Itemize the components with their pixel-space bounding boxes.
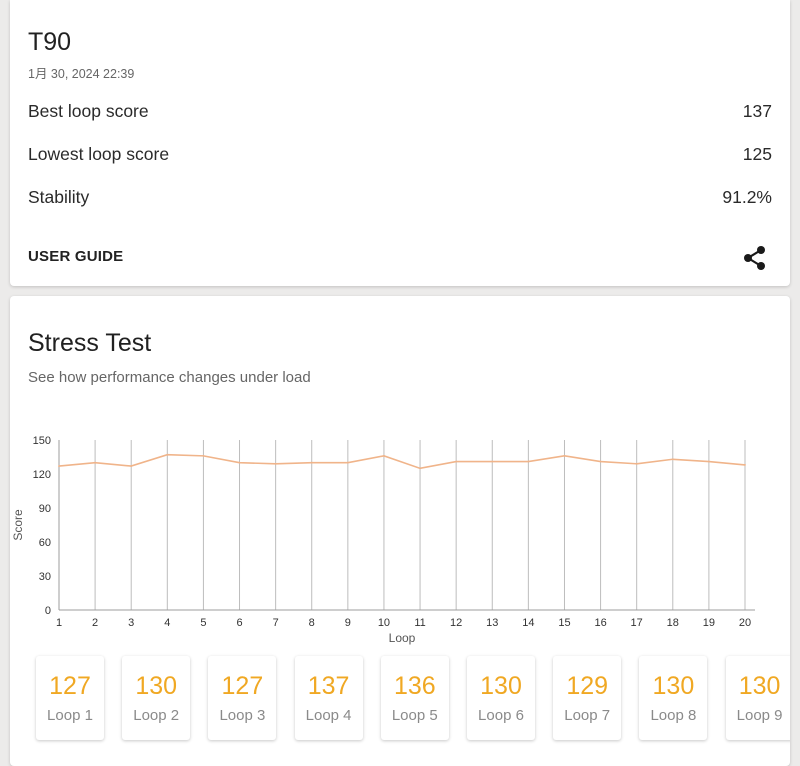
data-point-loop-20 <box>744 464 746 466</box>
loop-score: 127 <box>49 672 91 700</box>
stability-label: Stability <box>28 186 90 207</box>
x-tick-label-20: 20 <box>739 617 751 629</box>
x-tick-label-12: 12 <box>450 617 462 629</box>
stress-test-title: Stress Test <box>28 329 152 357</box>
loop-score: 130 <box>480 672 522 700</box>
data-point-loop-6 <box>238 461 241 464</box>
y-tick-label-90: 90 <box>39 503 51 515</box>
loop-label: Loop 2 <box>133 707 180 724</box>
x-tick-label-1: 1 <box>56 617 62 629</box>
y-tick-label-60: 60 <box>39 537 51 549</box>
x-axis-title: Loop <box>389 631 416 645</box>
loop-card-3[interactable]: 127 Loop 3 <box>208 656 277 740</box>
x-tick-label-18: 18 <box>667 617 679 629</box>
loop-label: Loop 6 <box>478 707 524 724</box>
best-loop-score-row: Best loop score 137 <box>28 99 772 123</box>
data-point-loop-13 <box>491 460 494 463</box>
x-tick-label-5: 5 <box>200 617 206 629</box>
x-tick-label-7: 7 <box>273 617 279 629</box>
loop-label: Loop 9 <box>736 707 783 724</box>
loop-label: Loop 5 <box>391 707 438 724</box>
best-loop-score-value: 137 <box>742 100 772 121</box>
loop-card-8[interactable]: 130 Loop 8 <box>639 656 708 740</box>
data-point-loop-3 <box>130 465 133 467</box>
y-axis-title: Score <box>11 509 25 541</box>
data-point-loop-7 <box>274 462 277 465</box>
x-tick-label-10: 10 <box>378 617 390 629</box>
stress-test-card: Stress Test See how performance changes … <box>10 296 790 766</box>
x-tick-label-17: 17 <box>631 617 643 629</box>
x-tick-label-14: 14 <box>522 617 534 629</box>
lowest-loop-score-row: Lowest loop score 125 <box>28 142 772 166</box>
loop-score: 127 <box>221 672 264 700</box>
summary-card: T90 1月 30, 2024 22:39 Best loop score 13… <box>10 0 790 286</box>
x-tick-label-9: 9 <box>345 617 351 629</box>
loop-card-7[interactable]: 129 Loop 7 <box>553 656 622 740</box>
loop-label: Loop 8 <box>650 707 697 724</box>
data-point-loop-4 <box>166 453 169 456</box>
data-point-loop-2 <box>94 461 97 464</box>
y-tick-label-150: 150 <box>33 435 51 447</box>
stability-value: 91.2% <box>722 186 772 207</box>
data-point-loop-18 <box>671 458 674 461</box>
loop-label: Loop 3 <box>219 707 266 724</box>
loop-score: 136 <box>393 672 436 700</box>
loop-card-9[interactable]: 130 Loop 9 <box>725 656 790 740</box>
x-tick-label-15: 15 <box>558 617 570 629</box>
device-name: T90 <box>28 28 72 56</box>
data-point-loop-5 <box>202 454 205 457</box>
user-guide-button[interactable]: USER GUIDE <box>28 248 124 265</box>
x-tick-label-11: 11 <box>414 617 425 629</box>
data-point-loop-15 <box>563 454 566 457</box>
lowest-loop-score-label: Lowest loop score <box>28 143 170 164</box>
loop-card-1[interactable]: 127 Loop 1 <box>36 656 104 740</box>
x-tick-label-13: 13 <box>486 617 498 629</box>
best-loop-score-label: Best loop score <box>28 100 149 121</box>
x-tick-label-8: 8 <box>309 617 315 629</box>
loop-score: 129 <box>566 672 609 700</box>
loop-label: Loop 4 <box>305 707 352 724</box>
data-point-loop-16 <box>599 460 602 463</box>
data-point-loop-9 <box>346 461 349 464</box>
loop-card-6[interactable]: 130 Loop 6 <box>467 656 535 740</box>
share-icon[interactable] <box>742 244 768 272</box>
x-tick-label-2: 2 <box>92 617 98 629</box>
loop-label: Loop 7 <box>564 707 611 724</box>
data-point-loop-1 <box>58 465 60 467</box>
loop-score: 130 <box>135 672 178 700</box>
stability-row: Stability 91.2% <box>28 185 772 209</box>
data-point-loop-19 <box>707 460 710 463</box>
data-point-loop-14 <box>527 460 530 463</box>
stress-test-subtitle: See how performance changes under load <box>28 369 311 386</box>
y-tick-label-120: 120 <box>33 469 51 481</box>
loop-card-5[interactable]: 136 Loop 5 <box>380 656 449 740</box>
loop-label: Loop 1 <box>47 707 93 724</box>
x-tick-label-19: 19 <box>703 617 715 629</box>
data-point-loop-11 <box>419 467 421 470</box>
lowest-loop-score-value: 125 <box>742 143 772 164</box>
loop-card-2[interactable]: 130 Loop 2 <box>122 656 191 740</box>
y-tick-label-30: 30 <box>39 571 51 583</box>
loop-score: 137 <box>307 672 350 700</box>
y-tick-label-0: 0 <box>45 605 51 617</box>
x-tick-label-6: 6 <box>236 617 242 629</box>
data-point-loop-8 <box>310 461 313 464</box>
data-point-loop-10 <box>383 454 385 457</box>
loop-score: 130 <box>738 672 781 700</box>
loop-score: 130 <box>652 672 695 700</box>
x-tick-label-3: 3 <box>128 617 134 629</box>
loop-scores-strip[interactable]: 127 Loop 1 130 Loop 2 127 Loop 3 137 Loop 4 136 L… <box>10 652 790 762</box>
x-tick-label-16: 16 <box>594 617 606 629</box>
test-date: 1月 30, 2024 22:39 <box>28 67 135 81</box>
data-point-loop-17 <box>635 462 638 465</box>
x-tick-label-4: 4 <box>164 617 170 629</box>
loop-card-4[interactable]: 137 Loop 4 <box>294 656 363 740</box>
score-line <box>58 453 746 470</box>
data-point-loop-12 <box>455 460 458 463</box>
